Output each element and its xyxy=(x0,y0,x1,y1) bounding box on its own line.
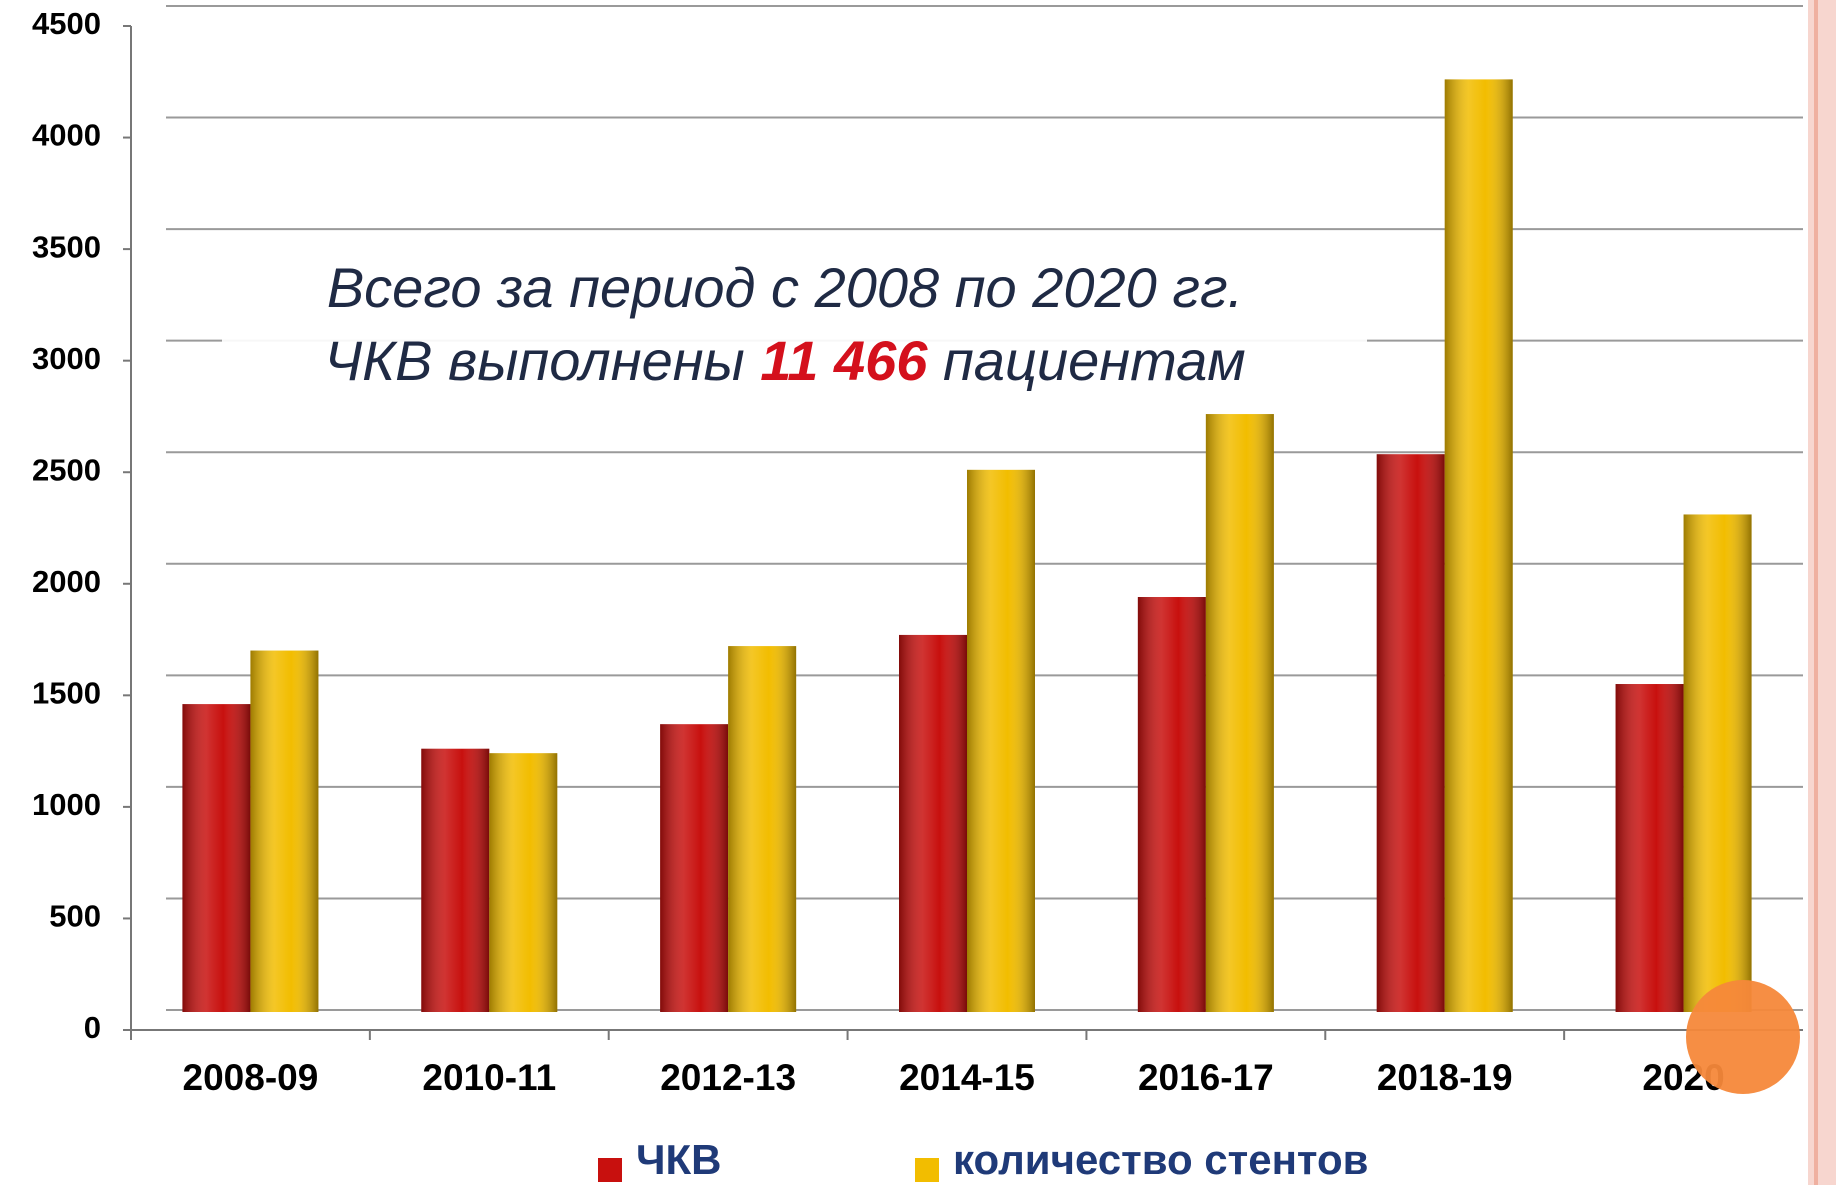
bar-shade xyxy=(899,634,967,1012)
legend-label: количество стентов xyxy=(953,1136,1368,1183)
side-stripe-line xyxy=(1814,0,1818,1185)
x-tick-label: 2018-19 xyxy=(1377,1057,1513,1098)
annotation-text: пациентам xyxy=(943,329,1246,392)
y-tick-label: 2500 xyxy=(32,452,101,487)
x-tick-label: 2010-11 xyxy=(422,1057,556,1098)
bar-shade xyxy=(1615,684,1684,1012)
x-tick-label: 2016-17 xyxy=(1138,1057,1274,1098)
bar-shade xyxy=(1444,79,1513,1012)
bar-shade xyxy=(250,650,319,1012)
legend-label: ЧКВ xyxy=(636,1136,721,1183)
x-tick-label: 2008-09 xyxy=(183,1057,319,1098)
bar-shade xyxy=(489,753,558,1012)
bar-shade xyxy=(728,646,797,1012)
annotation-box xyxy=(222,240,1367,410)
bar-shade xyxy=(1205,414,1274,1012)
y-tick-label: 1500 xyxy=(32,676,101,711)
y-tick-label: 500 xyxy=(49,899,101,934)
legend-swatch xyxy=(598,1158,622,1182)
annotation-highlight: 11 466 xyxy=(760,329,928,392)
bar-shade xyxy=(1376,454,1445,1012)
y-tick-label: 0 xyxy=(84,1010,101,1045)
y-tick-label: 4500 xyxy=(32,6,101,41)
y-tick-label: 1000 xyxy=(32,787,101,822)
legend-swatch xyxy=(915,1158,939,1182)
y-tick-label: 3500 xyxy=(32,229,101,264)
x-tick-label: 2014-15 xyxy=(899,1057,1035,1098)
annotation-line: ЧКВ выполнены 11 466 пациентам xyxy=(324,329,1245,392)
bar-shade xyxy=(1137,597,1206,1012)
decor-circle xyxy=(1686,980,1800,1094)
annotation-text: ЧКВ выполнены xyxy=(324,329,744,392)
y-tick-label: 3000 xyxy=(32,341,101,376)
bar-shade xyxy=(967,469,1035,1013)
annotation-line: Всего за период с 2008 по 2020 гг. xyxy=(327,256,1243,319)
y-tick-label: 4000 xyxy=(32,118,101,153)
side-stripe xyxy=(1808,0,1836,1185)
y-tick-label: 2000 xyxy=(32,564,101,599)
bar-shade xyxy=(1683,514,1752,1012)
bar-shade xyxy=(421,748,490,1012)
x-tick-label: 2012-13 xyxy=(660,1057,796,1098)
bar-shade xyxy=(182,704,251,1012)
bar-shade xyxy=(660,724,729,1012)
